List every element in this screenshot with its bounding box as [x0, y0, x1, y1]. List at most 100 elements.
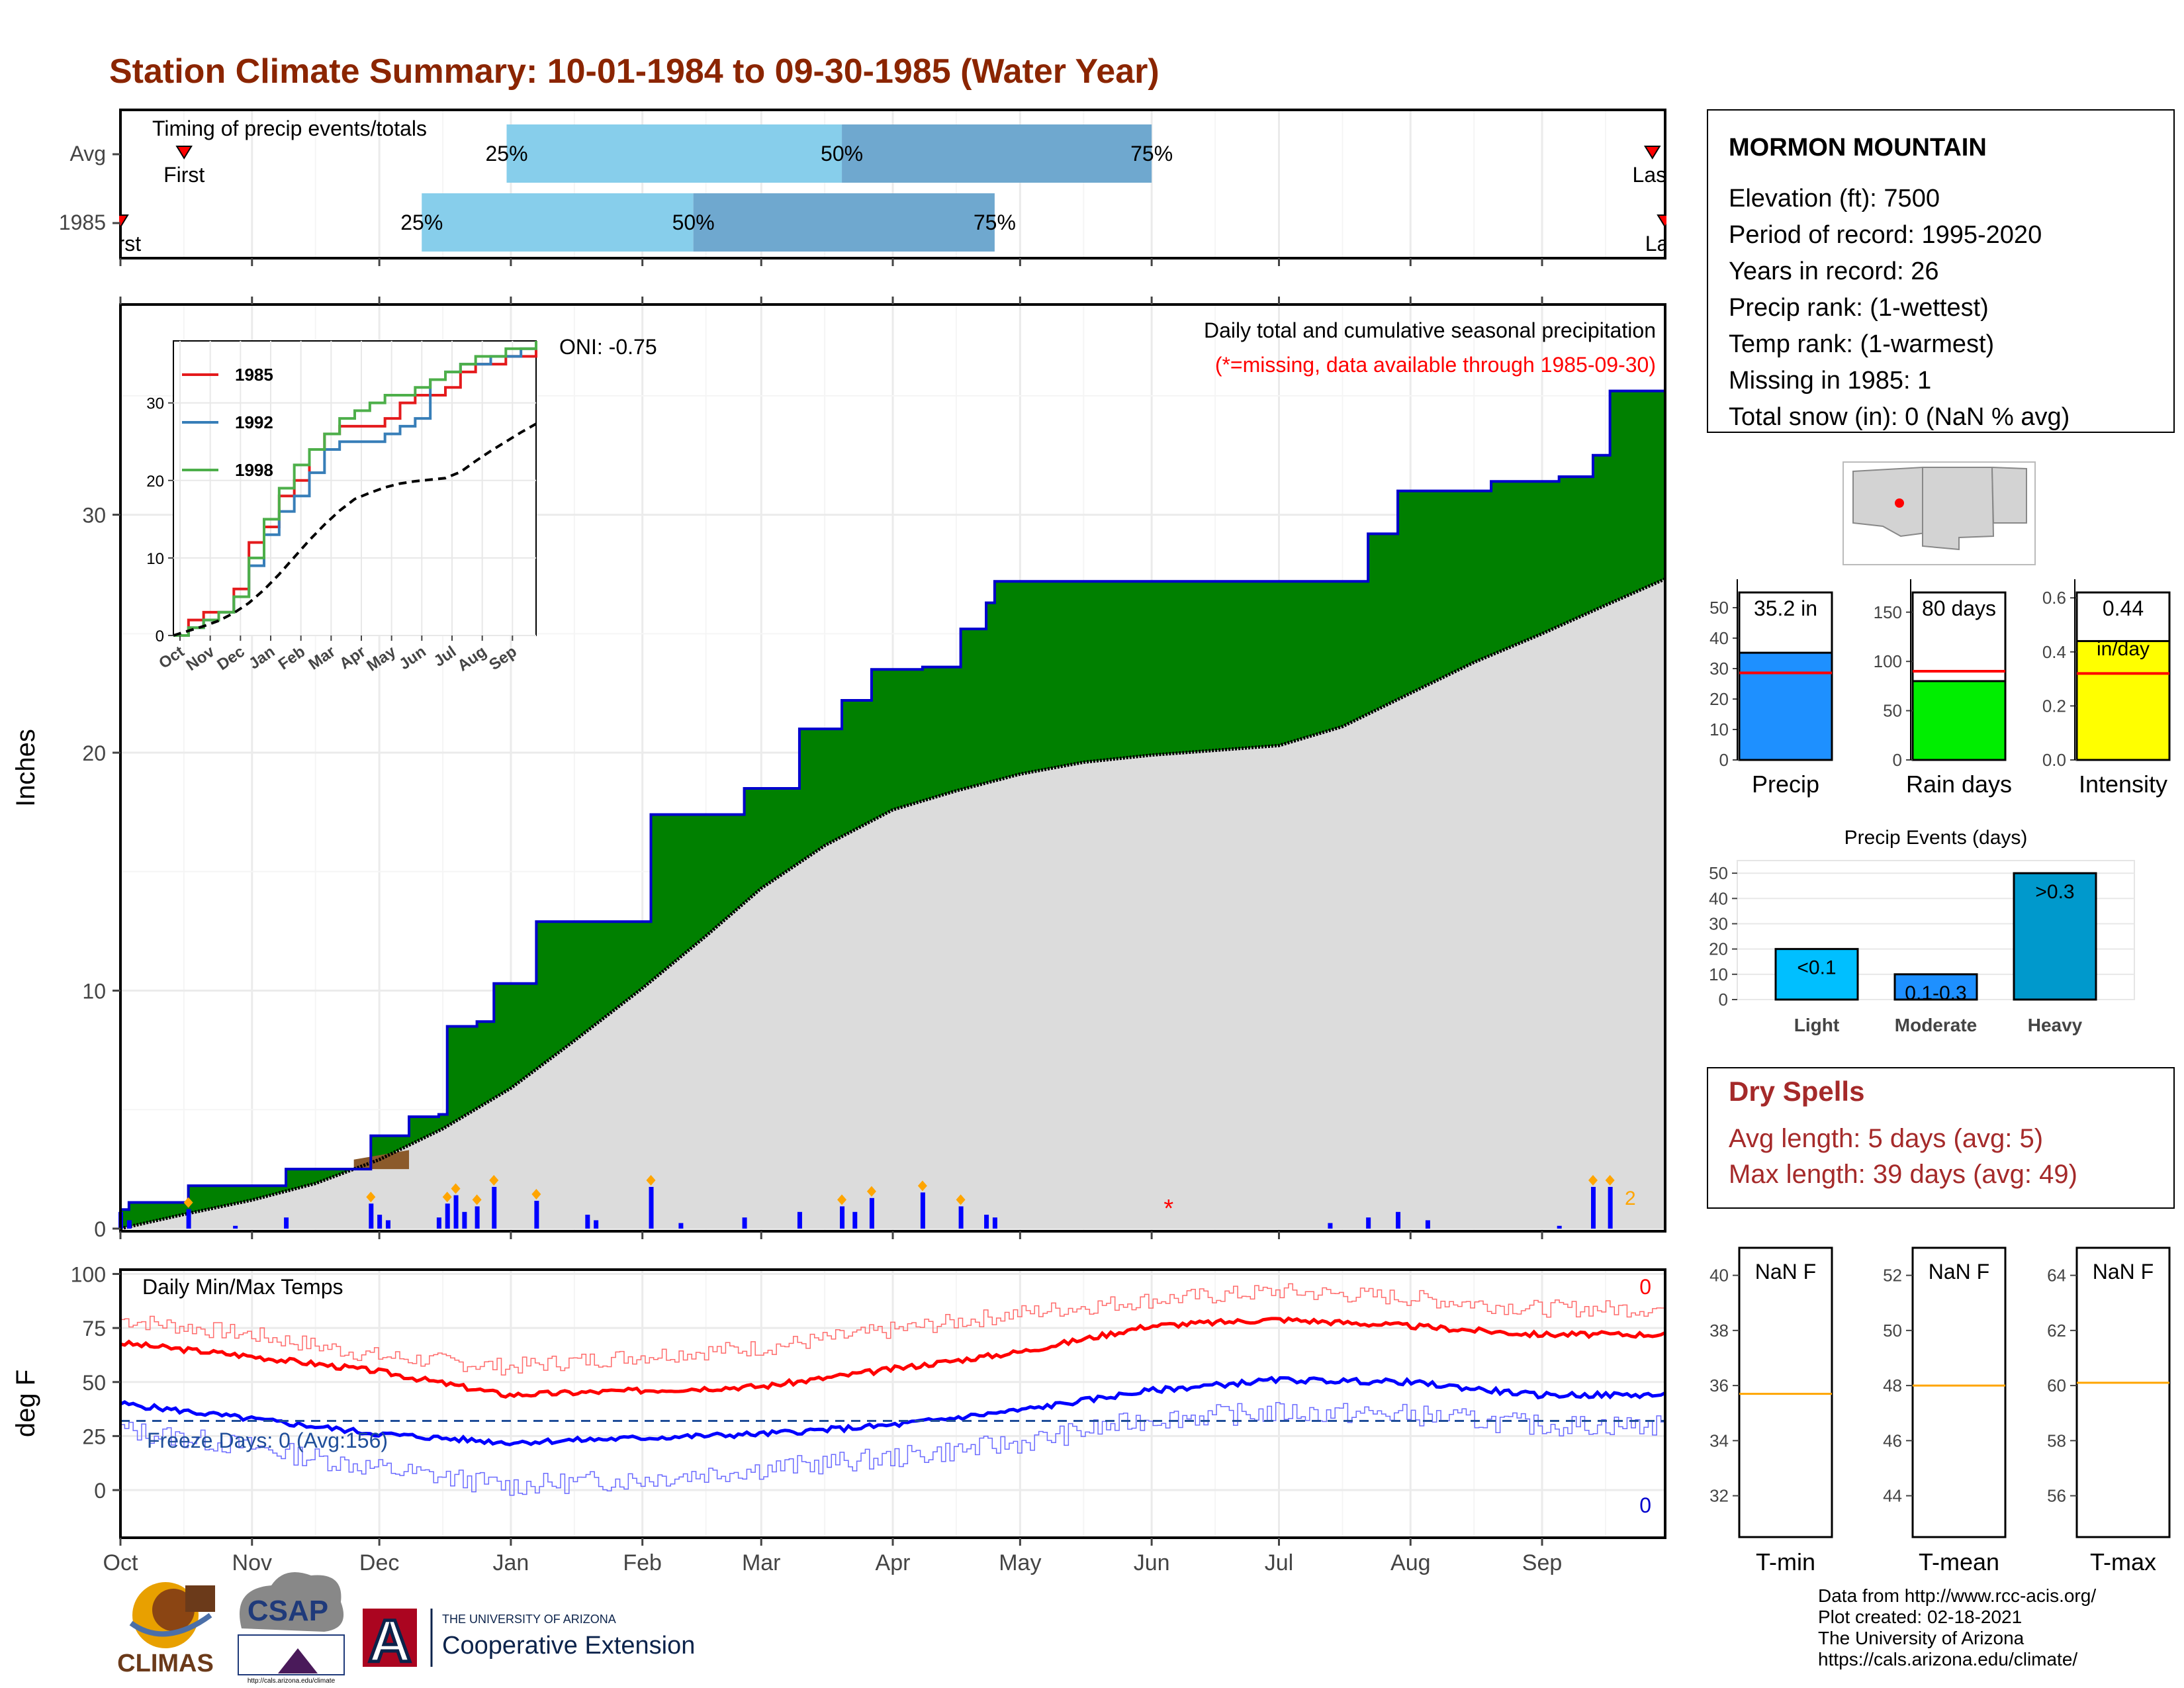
daily-precip-bar — [385, 1220, 390, 1229]
summary-y-tick: 50 — [1709, 598, 1729, 618]
events-x-label: Heavy — [2028, 1015, 2083, 1035]
station-info-line: Elevation (ft): 7500 — [1729, 185, 1940, 212]
inset-x-tick: Sep — [486, 643, 520, 674]
daily-precip-bar — [585, 1215, 590, 1229]
temp-box-y-tick: 64 — [2047, 1266, 2066, 1286]
inset-line-1998 — [173, 341, 537, 637]
temp-box-frame — [1738, 1246, 1833, 1538]
daily-precip-bar — [284, 1217, 289, 1229]
x-month-label: Mar — [742, 1550, 781, 1575]
dry-spells-max: Max length: 39 days (avg: 49) — [1729, 1160, 2077, 1189]
precip-caption-missing: (*=missing, data available through 1985-… — [1215, 353, 1656, 377]
oni-label: ONI: -0.75 — [559, 335, 657, 359]
station-name: MORMON MOUNTAIN — [1729, 134, 1987, 162]
heavy-event-marker — [1605, 1175, 1615, 1186]
climas-logo: CLIMAS — [117, 1582, 215, 1677]
heavy-event-marker — [531, 1189, 541, 1199]
timing-row-label-avg: Avg — [69, 142, 106, 165]
heavy-count-label: 2 — [1625, 1188, 1636, 1209]
timing-p75-label: 75% — [974, 211, 1016, 234]
summary-bar-label: Rain days — [1906, 771, 2012, 798]
temp-box-frame — [1911, 1246, 2007, 1538]
location-map — [1843, 461, 2036, 565]
daily-precip-bar — [453, 1195, 459, 1229]
x-month-label: Aug — [1390, 1550, 1431, 1575]
events-x-label: Moderate — [1895, 1015, 1977, 1035]
daily-precip-bar — [840, 1206, 845, 1229]
temp-box-y-tick: 34 — [1709, 1430, 1729, 1450]
inset-y-tick: 0 — [156, 628, 164, 645]
summary-y-tick: 100 — [1874, 651, 1902, 671]
dry-spells-avg: Avg length: 5 days (avg: 5) — [1729, 1124, 2043, 1153]
inset-x-tick: Apr — [336, 643, 369, 673]
summary-y-tick: 0.6 — [2042, 588, 2066, 608]
timing-p50-label: 50% — [672, 211, 715, 234]
inset-y-tick: 20 — [146, 473, 164, 491]
credit-line: Plot created: 02-18-2021 — [1818, 1607, 2022, 1627]
summary-y-tick: 30 — [1709, 659, 1729, 679]
credit-line: Data from http://www.rcc-acis.org/ — [1818, 1585, 2096, 1606]
missing-marker: * — [1163, 1195, 1173, 1223]
temp-box-value: NaN F — [1755, 1260, 1816, 1284]
daily-precip-bar — [958, 1206, 964, 1229]
climas-logo-text: CLIMAS — [117, 1650, 214, 1677]
summary-bar-intensity — [2075, 639, 2171, 761]
daily-precip-bar — [992, 1217, 997, 1229]
x-month-label: May — [999, 1550, 1041, 1575]
daily-precip-bar — [377, 1215, 383, 1229]
heavy-event-marker — [1588, 1175, 1598, 1186]
avg-precip-line — [120, 577, 1666, 1231]
summary-bar-charts: 35.2 in Precip 0 10 20 30 40 50 80 days Rain days… — [1709, 579, 2171, 798]
timing-first-label: First — [163, 163, 205, 187]
csap-logo: CSAP http://cals.arizona.edu/climate — [238, 1572, 345, 1685]
inset-x-tick: Dec — [214, 643, 248, 674]
temp-y-tick: 50 — [82, 1371, 106, 1395]
temp-y-tick: 0 — [94, 1479, 106, 1503]
heavy-event-marker — [489, 1175, 499, 1186]
temp-y-tick: 25 — [82, 1425, 106, 1448]
daily-precip-bar — [1328, 1223, 1333, 1229]
precip-y-tick: 20 — [82, 741, 106, 765]
credit-line: The University of Arizona — [1818, 1628, 2025, 1648]
daily-precip-bar — [920, 1192, 925, 1229]
csap-logo-text: CSAP — [248, 1595, 328, 1627]
station-info-line: Years in record: 26 — [1729, 258, 1939, 285]
timing-p25-label: 25% — [400, 211, 443, 234]
summary-y-tick: 0.4 — [2042, 642, 2066, 662]
inset-legend-label: 1992 — [235, 412, 273, 432]
temp-box-y-tick: 40 — [1709, 1266, 1729, 1286]
summary-y-tick: 20 — [1709, 689, 1729, 709]
timing-panel: Timing of precip events/totals 25% 50% 75%… — [0, 109, 1706, 266]
x-month-label: Apr — [876, 1550, 911, 1575]
mask — [1666, 110, 1706, 259]
daily-precip-bar — [852, 1211, 858, 1229]
daily-precip-bar — [369, 1203, 374, 1229]
summary-y-tick: 10 — [1709, 720, 1729, 739]
temp-box-y-tick: 58 — [2047, 1430, 2066, 1450]
temp-box-y-tick: 48 — [1883, 1376, 1902, 1395]
events-y-tick: 30 — [1709, 914, 1728, 933]
daily-precip-bar — [492, 1187, 497, 1229]
temp-summary-boxes: NaN F T-min 32 34 36 38 40 NaN F T-mean 44 46 48 50 5… — [1709, 1246, 2171, 1575]
inset-x-tick: May — [363, 642, 399, 675]
ua-logo: A THE UNIVERSITY OF ARIZONA Cooperative … — [363, 1607, 695, 1677]
temp-y-label: deg F — [11, 1370, 40, 1437]
inset-x-tick: Oct — [156, 643, 187, 673]
timing-last-label: Last — [1633, 163, 1673, 187]
summary-bar-label: Intensity — [2079, 771, 2167, 798]
heavy-event-marker — [451, 1183, 461, 1194]
summary-value-label: 0.44 — [2103, 596, 2144, 620]
temp-box-label: T-max — [2090, 1548, 2156, 1575]
x-month-label: Sep — [1522, 1550, 1563, 1575]
summary-y-tick: 40 — [1709, 628, 1729, 648]
precip-y-tick: 0 — [94, 1217, 106, 1241]
timing-row-label-year: 1985 — [59, 211, 106, 234]
daily-precip-bar — [1608, 1187, 1613, 1229]
precip-y-label: Inches — [11, 729, 40, 807]
min-count: 0 — [1639, 1493, 1651, 1517]
summary-y-tick: 0 — [1719, 750, 1729, 770]
events-bar-moderate — [1893, 973, 1978, 1001]
mask — [0, 110, 119, 259]
daily-precip-bar — [445, 1203, 450, 1229]
events-x-label: Light — [1794, 1015, 1839, 1035]
